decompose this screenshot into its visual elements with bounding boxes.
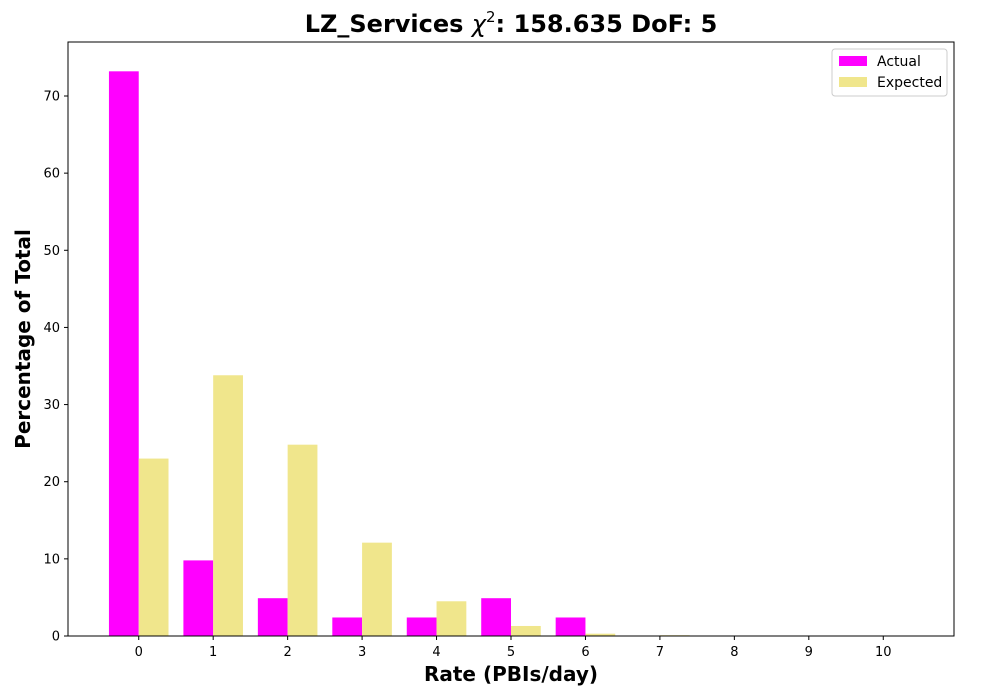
y-axis: 0 10 20 30 40 50 60 70 — [43, 90, 68, 645]
x-tick-label-2: 2 — [283, 645, 291, 660]
bar-expected-2 — [288, 445, 318, 636]
x-tick-label-9: 9 — [805, 645, 813, 660]
x-tick-label-3: 3 — [358, 645, 366, 660]
x-tick-label-1: 1 — [209, 645, 217, 660]
x-tick-label-7: 7 — [656, 645, 664, 660]
y-tick-label-50: 50 — [43, 244, 60, 259]
x-tick-label-8: 8 — [730, 645, 738, 660]
bar-expected-0 — [139, 459, 169, 636]
title-chi-symbol: χ — [470, 10, 487, 38]
title-chi-exponent: 2 — [486, 8, 496, 26]
legend: Actual Expected — [832, 49, 947, 96]
title-suffix: : 158.635 DoF: 5 — [496, 10, 718, 38]
bars-group — [109, 71, 690, 636]
x-tick-label-0: 0 — [135, 645, 143, 660]
chart-title: LZ_Services χ2: 158.635 DoF: 5 — [305, 8, 718, 38]
x-tick-label-4: 4 — [432, 645, 440, 660]
y-tick-label-40: 40 — [43, 321, 60, 336]
y-axis-title: Percentage of Total — [11, 229, 35, 449]
bar-actual-6 — [556, 617, 586, 636]
y-tick-label-70: 70 — [43, 90, 60, 105]
bar-actual-3 — [332, 617, 362, 636]
y-tick-label-10: 10 — [43, 552, 60, 567]
legend-label-actual: Actual — [877, 54, 921, 70]
bar-expected-5 — [511, 626, 541, 636]
legend-swatch-actual — [839, 56, 867, 66]
bar-actual-1 — [183, 560, 213, 636]
x-tick-label-6: 6 — [581, 645, 589, 660]
y-tick-label-0: 0 — [52, 630, 60, 645]
legend-label-expected: Expected — [877, 75, 942, 91]
y-tick-label-30: 30 — [43, 398, 60, 413]
x-tick-label-10: 10 — [875, 645, 892, 660]
bar-actual-0 — [109, 71, 139, 636]
bar-actual-4 — [407, 617, 437, 636]
title-prefix: LZ_Services — [305, 10, 472, 38]
bar-expected-1 — [213, 375, 243, 636]
bar-actual-2 — [258, 598, 288, 636]
y-tick-label-20: 20 — [43, 475, 60, 490]
y-tick-label-60: 60 — [43, 167, 60, 182]
bar-expected-3 — [362, 543, 392, 636]
bar-expected-4 — [437, 601, 467, 636]
x-axis: 0 1 2 3 4 5 6 7 8 9 10 — [135, 636, 892, 660]
plot-frame — [68, 42, 954, 636]
x-tick-label-5: 5 — [507, 645, 515, 660]
legend-swatch-expected — [839, 77, 867, 87]
x-axis-title: Rate (PBIs/day) — [424, 662, 598, 686]
bar-actual-5 — [481, 598, 511, 636]
